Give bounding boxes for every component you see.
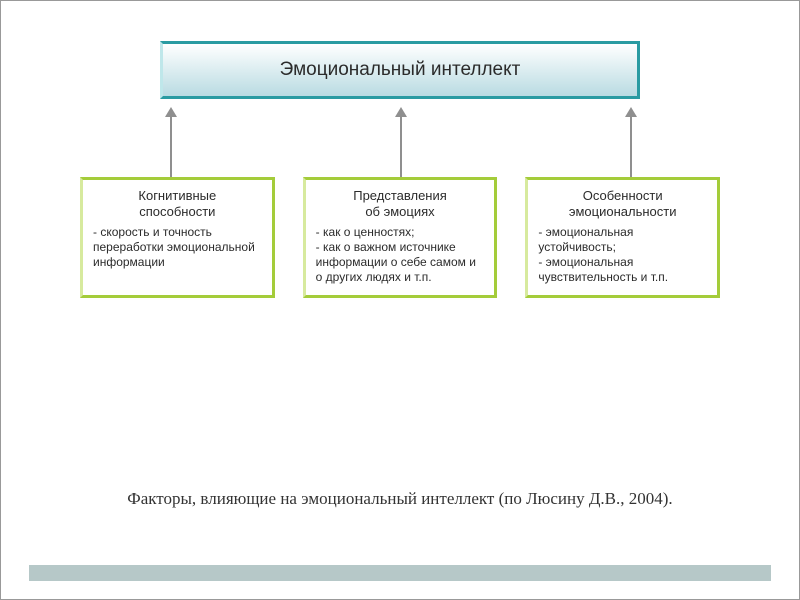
slide-caption: Факторы, влияющие на эмоциональный интел… (1, 488, 799, 511)
factor-body: - скорость и точность переработки эмоцио… (93, 225, 262, 270)
factor-title: Особенности эмоциональности (538, 188, 707, 219)
arrow-2 (400, 115, 402, 177)
factor-title: Когнитивные способности (93, 188, 262, 219)
main-concept-title: Эмоциональный интеллект (280, 59, 521, 81)
arrow-3 (630, 115, 632, 177)
factors-row: Когнитивные способности - скорость и точ… (80, 177, 720, 298)
factor-body: - эмоциональная устойчивость; - эмоциона… (538, 225, 707, 285)
footer-bar (29, 565, 771, 581)
arrows-area (80, 99, 720, 177)
factor-box-2: Представления об эмоциях - как о ценност… (303, 177, 498, 298)
factor-box-3: Особенности эмоциональности - эмоциональ… (525, 177, 720, 298)
factor-box-1: Когнитивные способности - скорость и точ… (80, 177, 275, 298)
main-concept-box: Эмоциональный интеллект (160, 41, 640, 99)
slide-frame: Эмоциональный интеллект Когнитивные спос… (0, 0, 800, 600)
factor-title: Представления об эмоциях (316, 188, 485, 219)
arrow-1 (170, 115, 172, 177)
factor-body: - как о ценностях; - как о важном источн… (316, 225, 485, 285)
